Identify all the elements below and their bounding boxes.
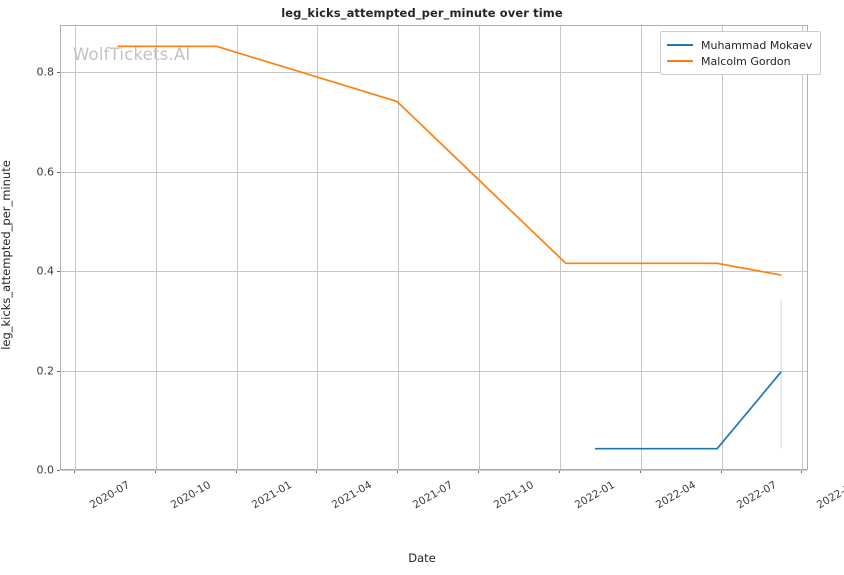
x-tick-label: 2022-01 [572,479,617,512]
y-tick-mark [57,370,60,372]
gridline-vertical [479,26,480,469]
y-tick-label: 0.0 [36,463,55,477]
x-tick-mark [74,470,75,473]
gridline-vertical [641,26,642,469]
gridline-vertical [156,26,157,469]
series-layer [117,45,782,450]
x-tick-mark [640,470,641,473]
x-tick-label: 2021-04 [329,479,374,512]
chart-legend[interactable]: Muhammad Mokaev Malcolm Gordon [660,31,822,75]
y-tick-mark [57,271,60,272]
x-tick-mark [559,470,560,473]
x-axis-label: Date [408,551,436,565]
gridline-vertical [802,26,803,469]
y-tick-mark [57,171,60,173]
x-tick-mark [801,470,802,473]
legend-entry-muhammad-mokaev[interactable]: Muhammad Mokaev [667,37,812,53]
chart-title: leg_kicks_attempted_per_minute over time [281,6,563,20]
gridline-vertical [560,26,561,469]
x-tick-mark [397,470,398,473]
x-tick-mark [316,470,317,473]
x-tick-mark [478,470,479,473]
x-tick-mark [236,470,237,473]
gridline-vertical [317,26,318,469]
series-line-malcolm-gordon [117,45,782,276]
gridline-horizontal [61,470,807,471]
x-tick-label: 2020-07 [87,479,132,512]
gridline-vertical [722,26,723,469]
legend-swatch-orange [667,60,693,62]
y-tick-mark [57,72,60,73]
y-tick-label: 0.8 [36,65,55,79]
x-tick-mark [155,470,156,473]
legend-label: Malcolm Gordon [701,54,791,68]
watermark-layer: WolfTickets.AI [61,26,807,469]
x-tick-label: 2021-07 [410,479,455,512]
gridline-vertical [75,26,76,469]
gridline-horizontal [61,171,807,173]
y-tick-mark [57,470,60,471]
x-tick-label: 2021-10 [491,479,536,512]
x-tick-label: 2022-04 [653,479,698,512]
legend-swatch-blue [667,44,693,46]
gridline-horizontal [61,72,807,73]
x-tick-label: 2020-10 [168,479,213,512]
legend-entry-malcolm-gordon[interactable]: Malcolm Gordon [667,53,812,69]
gridline-vertical [398,26,399,469]
plot-area: WolfTickets.AI [60,25,808,471]
x-tick-label: 2022-10 [814,479,844,512]
grid-layer [61,26,807,471]
gridline-vertical [237,26,238,469]
y-axis-ticks: 0.0 0.2 0.4 0.6 0.8 [10,0,55,575]
watermark-text: WolfTickets.AI [73,45,191,64]
x-tick-label: 2022-07 [734,479,779,512]
legend-label: Muhammad Mokaev [701,38,813,52]
y-tick-label: 0.6 [36,165,55,178]
y-tick-label: 0.2 [36,364,55,377]
gridline-horizontal [61,370,807,372]
gridline-horizontal [61,271,807,272]
series-line-muhammad-mokaev [594,371,782,450]
x-tick-mark [721,470,722,473]
y-tick-label: 0.4 [36,264,55,278]
x-tick-label: 2021-01 [249,479,294,512]
